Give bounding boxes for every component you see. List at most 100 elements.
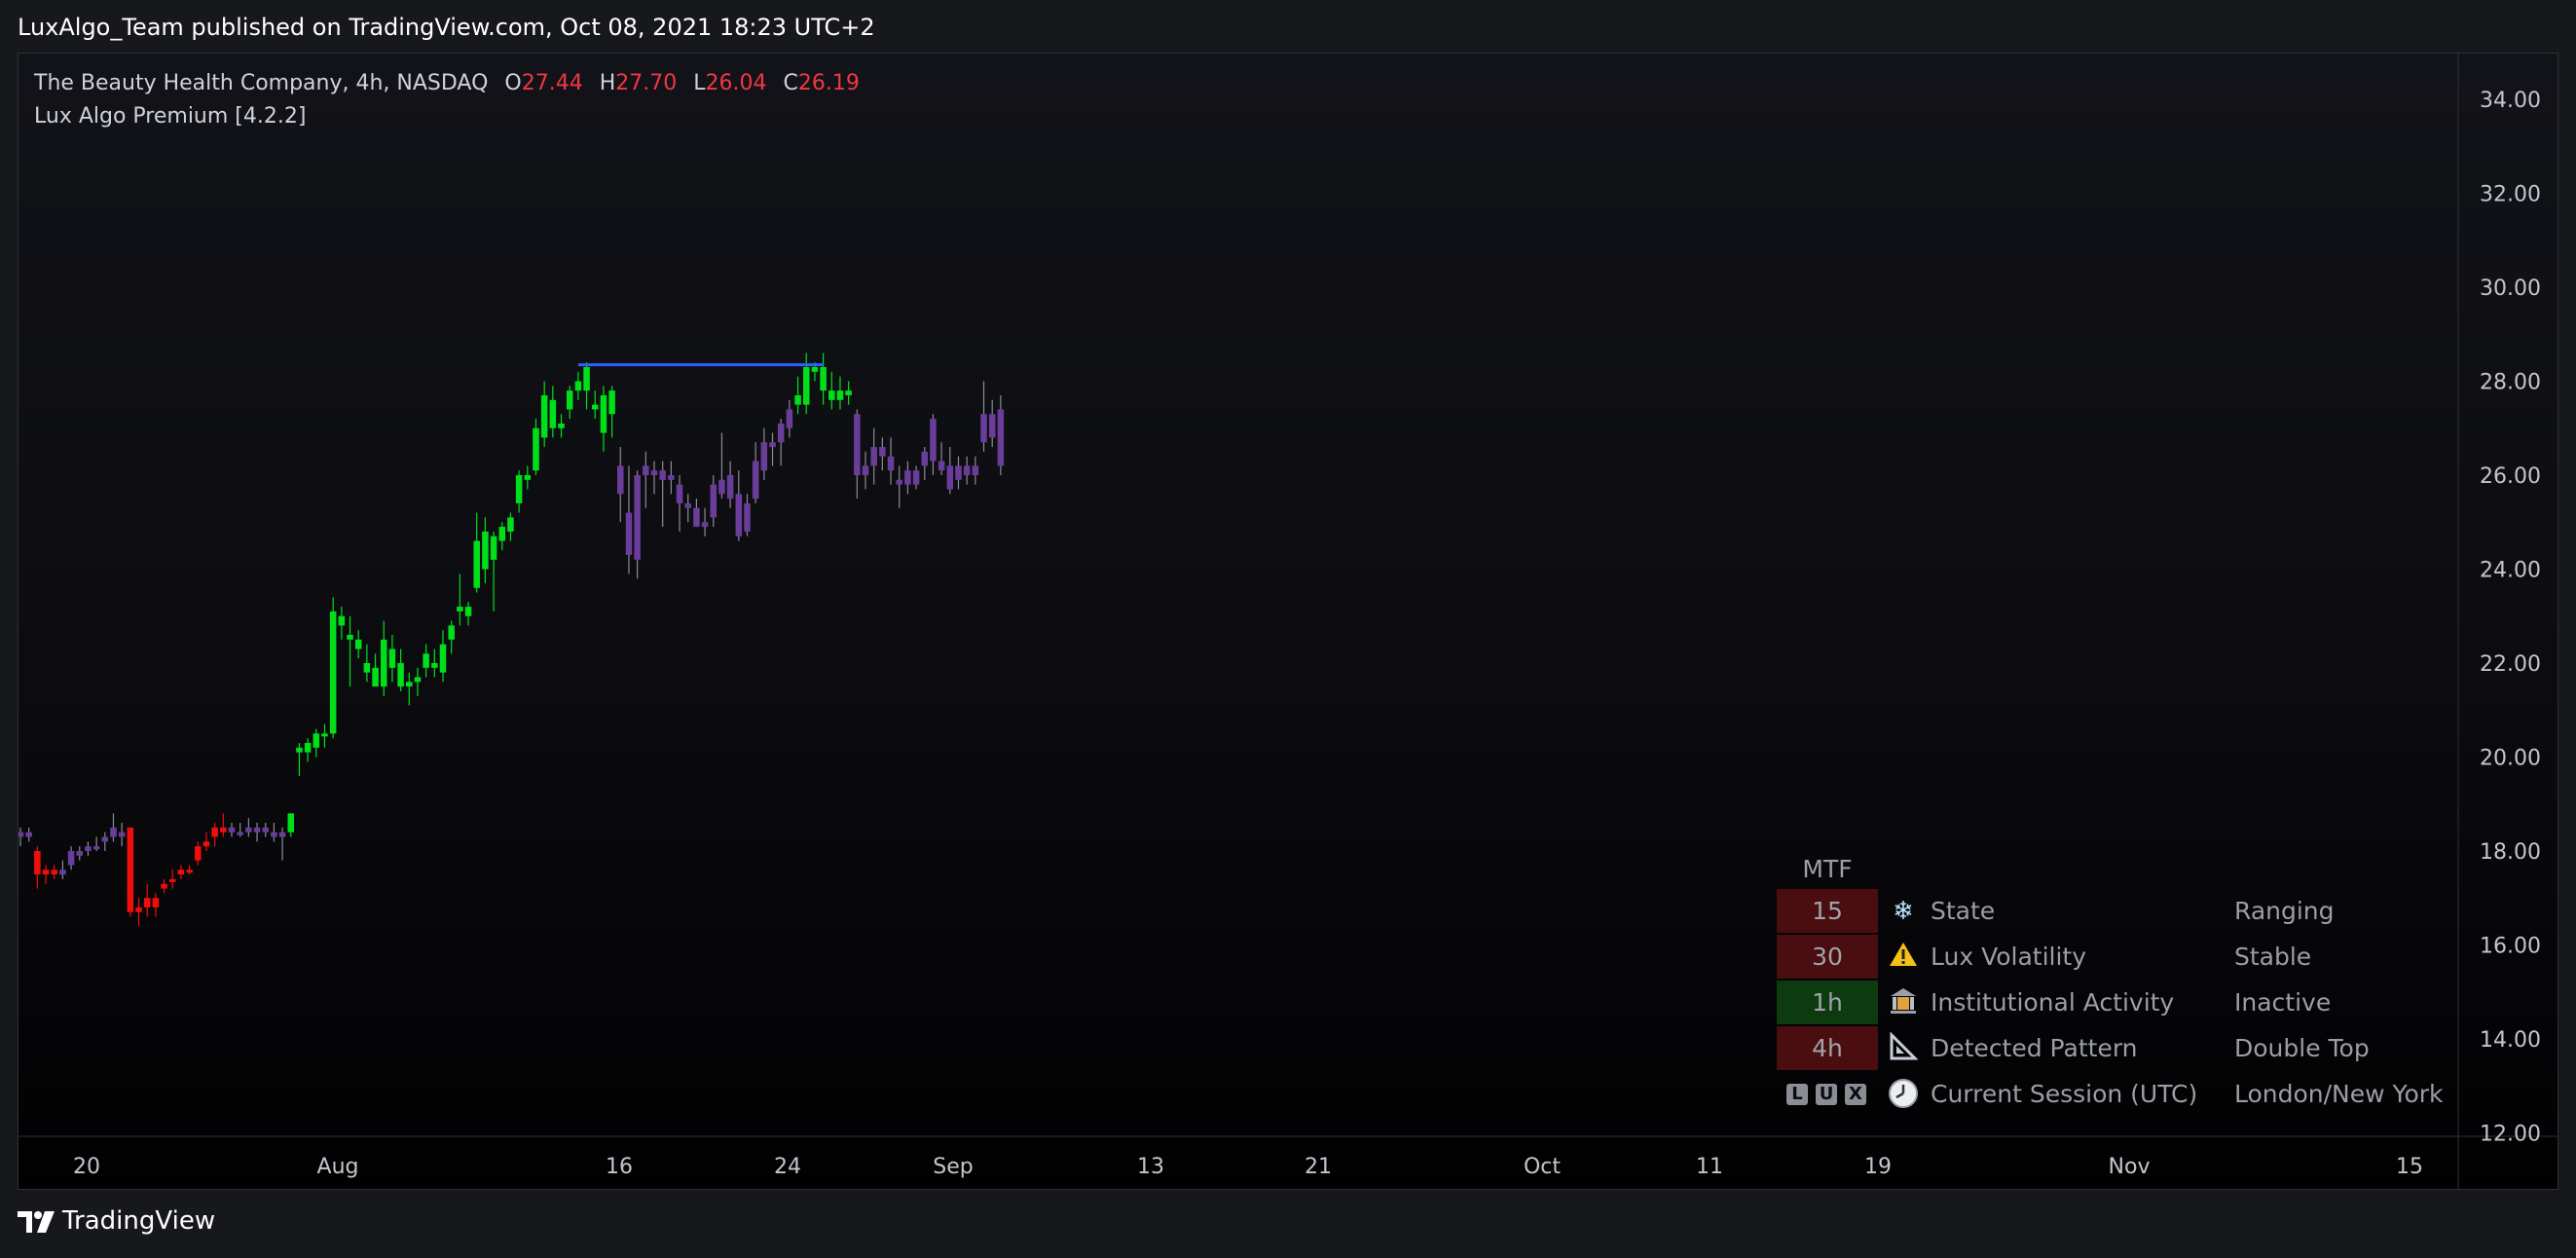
candle-body: [794, 394, 801, 405]
candle-body: [296, 747, 303, 753]
candle-body: [634, 475, 641, 560]
candle-body: [423, 653, 429, 668]
timeframe-cell: 30: [1777, 935, 1878, 979]
chart-legend: The Beauty Health Company, 4h, NASDAQ O2…: [34, 67, 860, 133]
candle-body: [583, 367, 590, 391]
candle-body: [245, 827, 252, 832]
candle-body: [237, 832, 243, 835]
candle-body: [186, 870, 193, 873]
candle-body: [574, 381, 582, 391]
mtf-row-institutional: 1h Institutional Activity Inactive: [1777, 980, 2558, 1025]
candle-body: [414, 677, 422, 683]
publisher-text: LuxAlgo_Team published on TradingView.co…: [18, 14, 875, 41]
triangle-ruler-icon: [1886, 1031, 1921, 1065]
price-tick-label: 18.00: [2480, 840, 2541, 865]
time-tick-label: 11: [1696, 1155, 1723, 1179]
candle-body: [802, 367, 810, 405]
price-tick-label: 28.00: [2480, 371, 2541, 395]
candle-body: [253, 827, 261, 832]
lux-logo: L U X: [1777, 1072, 1878, 1116]
time-tick-label: Oct: [1524, 1155, 1561, 1179]
tradingview-brand[interactable]: TradingView: [62, 1206, 216, 1236]
price-tick-label: 22.00: [2480, 652, 2541, 677]
candle-body: [321, 733, 328, 737]
candle-body: [287, 813, 295, 832]
open-value: 27.44: [521, 71, 583, 95]
candle-body: [828, 390, 835, 400]
candle-body: [752, 461, 759, 500]
candle-body: [347, 635, 353, 640]
price-tick-label: 24.00: [2480, 559, 2541, 583]
mtf-label: State: [1931, 897, 1996, 925]
candle-body: [625, 512, 633, 556]
candle-body: [608, 390, 615, 415]
price-tick-label: 26.00: [2480, 464, 2541, 489]
time-tick-label: Aug: [317, 1155, 359, 1179]
candle-body: [921, 451, 929, 466]
price-tick-label: 34.00: [2480, 89, 2541, 113]
candle-body: [735, 494, 743, 536]
candle-body: [143, 898, 151, 907]
indicator-name[interactable]: Lux Algo Premium [4.2.2]: [34, 104, 307, 129]
price-tick-label: 14.00: [2480, 1028, 2541, 1053]
symbol-title: The Beauty Health Company, 4h, NASDAQ: [34, 71, 489, 95]
candle-body: [786, 409, 793, 428]
candle-body: [51, 870, 57, 875]
candle-body: [558, 423, 565, 428]
candle-body: [811, 367, 819, 372]
candle-body: [431, 663, 438, 668]
low-value: 26.04: [705, 71, 767, 95]
candle-body: [202, 841, 210, 847]
candle-body: [988, 414, 996, 438]
candle-body: [946, 465, 954, 490]
candle-body: [498, 527, 506, 541]
bank-icon: [1886, 986, 1921, 1019]
candle-body: [354, 639, 362, 649]
high-label: H: [599, 71, 616, 95]
price-tick-label: 12.00: [2480, 1123, 2541, 1147]
candle-body: [118, 832, 126, 837]
mtf-label: Current Session (UTC): [1931, 1080, 2198, 1108]
candle-body: [980, 414, 987, 443]
candle-body: [211, 827, 218, 837]
candle-body: [676, 484, 683, 503]
mtf-row-pattern: 4h Detected Pattern Double Top: [1777, 1026, 2558, 1071]
candle-body: [693, 507, 700, 528]
candle-body: [870, 447, 877, 466]
footer: TradingView: [0, 1190, 2576, 1258]
mtf-label: Lux Volatility: [1931, 943, 2087, 971]
candle-body: [710, 484, 718, 518]
candle-body: [515, 475, 523, 503]
candle-body: [262, 827, 269, 832]
price-tick-label: 30.00: [2480, 277, 2541, 301]
lux-letter-x: X: [1845, 1084, 1866, 1105]
candlestick-chart[interactable]: 34.00 32.00 30.00 28.00 26.00 24.00 22.00 20.00…: [18, 54, 2558, 1189]
close-value: 26.19: [797, 71, 860, 95]
candle-body: [904, 470, 911, 485]
candle-body: [524, 475, 532, 480]
time-tick-label: 13: [1137, 1155, 1164, 1179]
price-tick-label: 16.00: [2480, 935, 2541, 959]
chart-frame[interactable]: 34.00 32.00 30.00 28.00 26.00 24.00 22.00 20.00…: [18, 53, 2558, 1190]
tradingview-logo-icon[interactable]: [18, 1211, 56, 1233]
candle-body: [110, 827, 117, 837]
mtf-label: Institutional Activity: [1931, 988, 2175, 1017]
time-tick-label: Sep: [933, 1155, 973, 1179]
candle-body: [338, 615, 346, 626]
lux-letter-l: L: [1786, 1084, 1808, 1105]
candle-body: [406, 682, 413, 687]
candle-body: [507, 517, 514, 532]
candle-body: [955, 465, 962, 480]
candle-body: [650, 470, 658, 475]
low-label: L: [693, 71, 706, 95]
time-tick-label: Nov: [2109, 1155, 2151, 1179]
candle-body: [600, 394, 607, 433]
candle-body: [228, 827, 236, 832]
candle-body: [278, 832, 286, 837]
candle-body: [195, 846, 202, 861]
high-value: 27.70: [615, 71, 678, 95]
candle-body: [161, 883, 167, 889]
candle-body: [127, 827, 134, 912]
timeframe-cell: 4h: [1777, 1026, 1878, 1070]
candle-body: [177, 870, 185, 875]
